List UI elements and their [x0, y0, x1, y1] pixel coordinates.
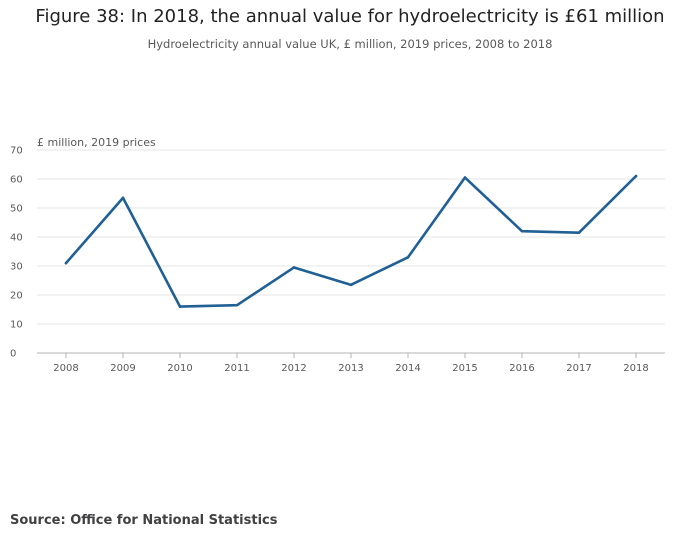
y-tick-label: 70 — [10, 146, 23, 157]
x-tick-label: 2012 — [281, 363, 306, 374]
data-point — [406, 255, 410, 259]
y-tick-label: 60 — [10, 175, 23, 186]
x-tick-label: 2016 — [509, 363, 534, 374]
x-tick-label: 2010 — [167, 363, 192, 374]
x-tick-label: 2018 — [623, 363, 648, 374]
data-point — [520, 229, 524, 233]
x-axis: 2008 2009 2010 2011 2012 2013 2014 2015 2016 2017… — [37, 352, 665, 374]
chart-subtitle: Hydroelectricity annual value UK, £ mill… — [147, 37, 553, 51]
source-note: Source: Office for National Statistics — [10, 513, 278, 528]
data-point — [178, 305, 182, 308]
y-tick-label: 30 — [10, 262, 23, 273]
x-tick-label: 2015 — [452, 363, 477, 374]
x-tick-label: 2009 — [110, 363, 135, 374]
data-point — [292, 266, 296, 269]
data-point — [349, 283, 353, 287]
y-tick-label: 20 — [10, 291, 23, 302]
y-tick-label: 0 — [10, 349, 16, 360]
data-point — [577, 231, 581, 234]
data-point — [121, 196, 125, 200]
x-tick-label: 2017 — [566, 363, 591, 374]
y-tick-label: 40 — [10, 233, 23, 244]
data-point — [235, 303, 239, 307]
series-layer — [64, 174, 638, 308]
chart-title: Figure 38: In 2018, the annual value for… — [35, 6, 665, 27]
x-tick-label: 2013 — [338, 363, 363, 374]
data-point — [634, 174, 638, 178]
y-tick-label: 50 — [10, 204, 23, 215]
series-line — [64, 174, 638, 308]
x-tick-label: 2011 — [224, 363, 249, 374]
x-tick-label: 2014 — [395, 363, 420, 374]
gridlines — [37, 149, 665, 325]
y-axis-unit-label: £ million, 2019 prices — [37, 136, 156, 149]
x-tick-label: 2008 — [53, 363, 78, 374]
y-axis: 0 10 20 30 40 50 60 70 — [10, 146, 23, 360]
data-point — [463, 176, 467, 179]
data-point — [64, 261, 68, 265]
y-tick-label: 10 — [10, 320, 23, 331]
